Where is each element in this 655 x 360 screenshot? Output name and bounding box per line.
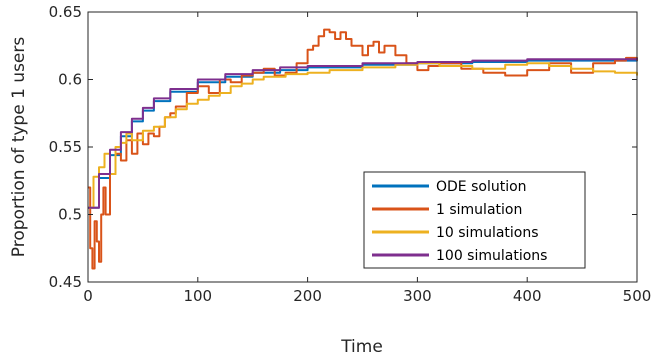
series-line-4 <box>88 57 638 209</box>
y-tick-label: 0.65 <box>49 3 82 21</box>
legend-label-4: 100 simulations <box>436 248 547 264</box>
y-tick-label: 0.55 <box>49 138 82 156</box>
series-layer <box>88 28 638 270</box>
legend-label-1: ODE solution <box>436 179 527 195</box>
x-tick-label: 100 <box>183 287 212 305</box>
legend-label-3: 10 simulations <box>436 225 539 241</box>
x-axis-title: Time <box>340 337 383 357</box>
legend: ODE solution 1 simulation 10 simulations 10… <box>363 171 586 269</box>
y-tick-label: 0.6 <box>58 71 82 89</box>
legend-label-2: 1 simulation <box>436 202 522 218</box>
y-axis-title: Proportion of type 1 users <box>9 37 29 258</box>
y-tick-label: 0.5 <box>58 206 82 224</box>
x-tick-label: 500 <box>623 287 652 305</box>
y-tick-label: 0.45 <box>49 273 82 291</box>
x-tick-label: 300 <box>403 287 432 305</box>
x-tick-label: 200 <box>293 287 322 305</box>
ticks-layer: 0 100 200 300 400 500 0.45 0.5 0.55 0.6 0.65 <box>49 3 652 305</box>
x-tick-label: 0 <box>83 287 93 305</box>
legend-box <box>363 171 586 269</box>
x-tick-label: 400 <box>513 287 542 305</box>
